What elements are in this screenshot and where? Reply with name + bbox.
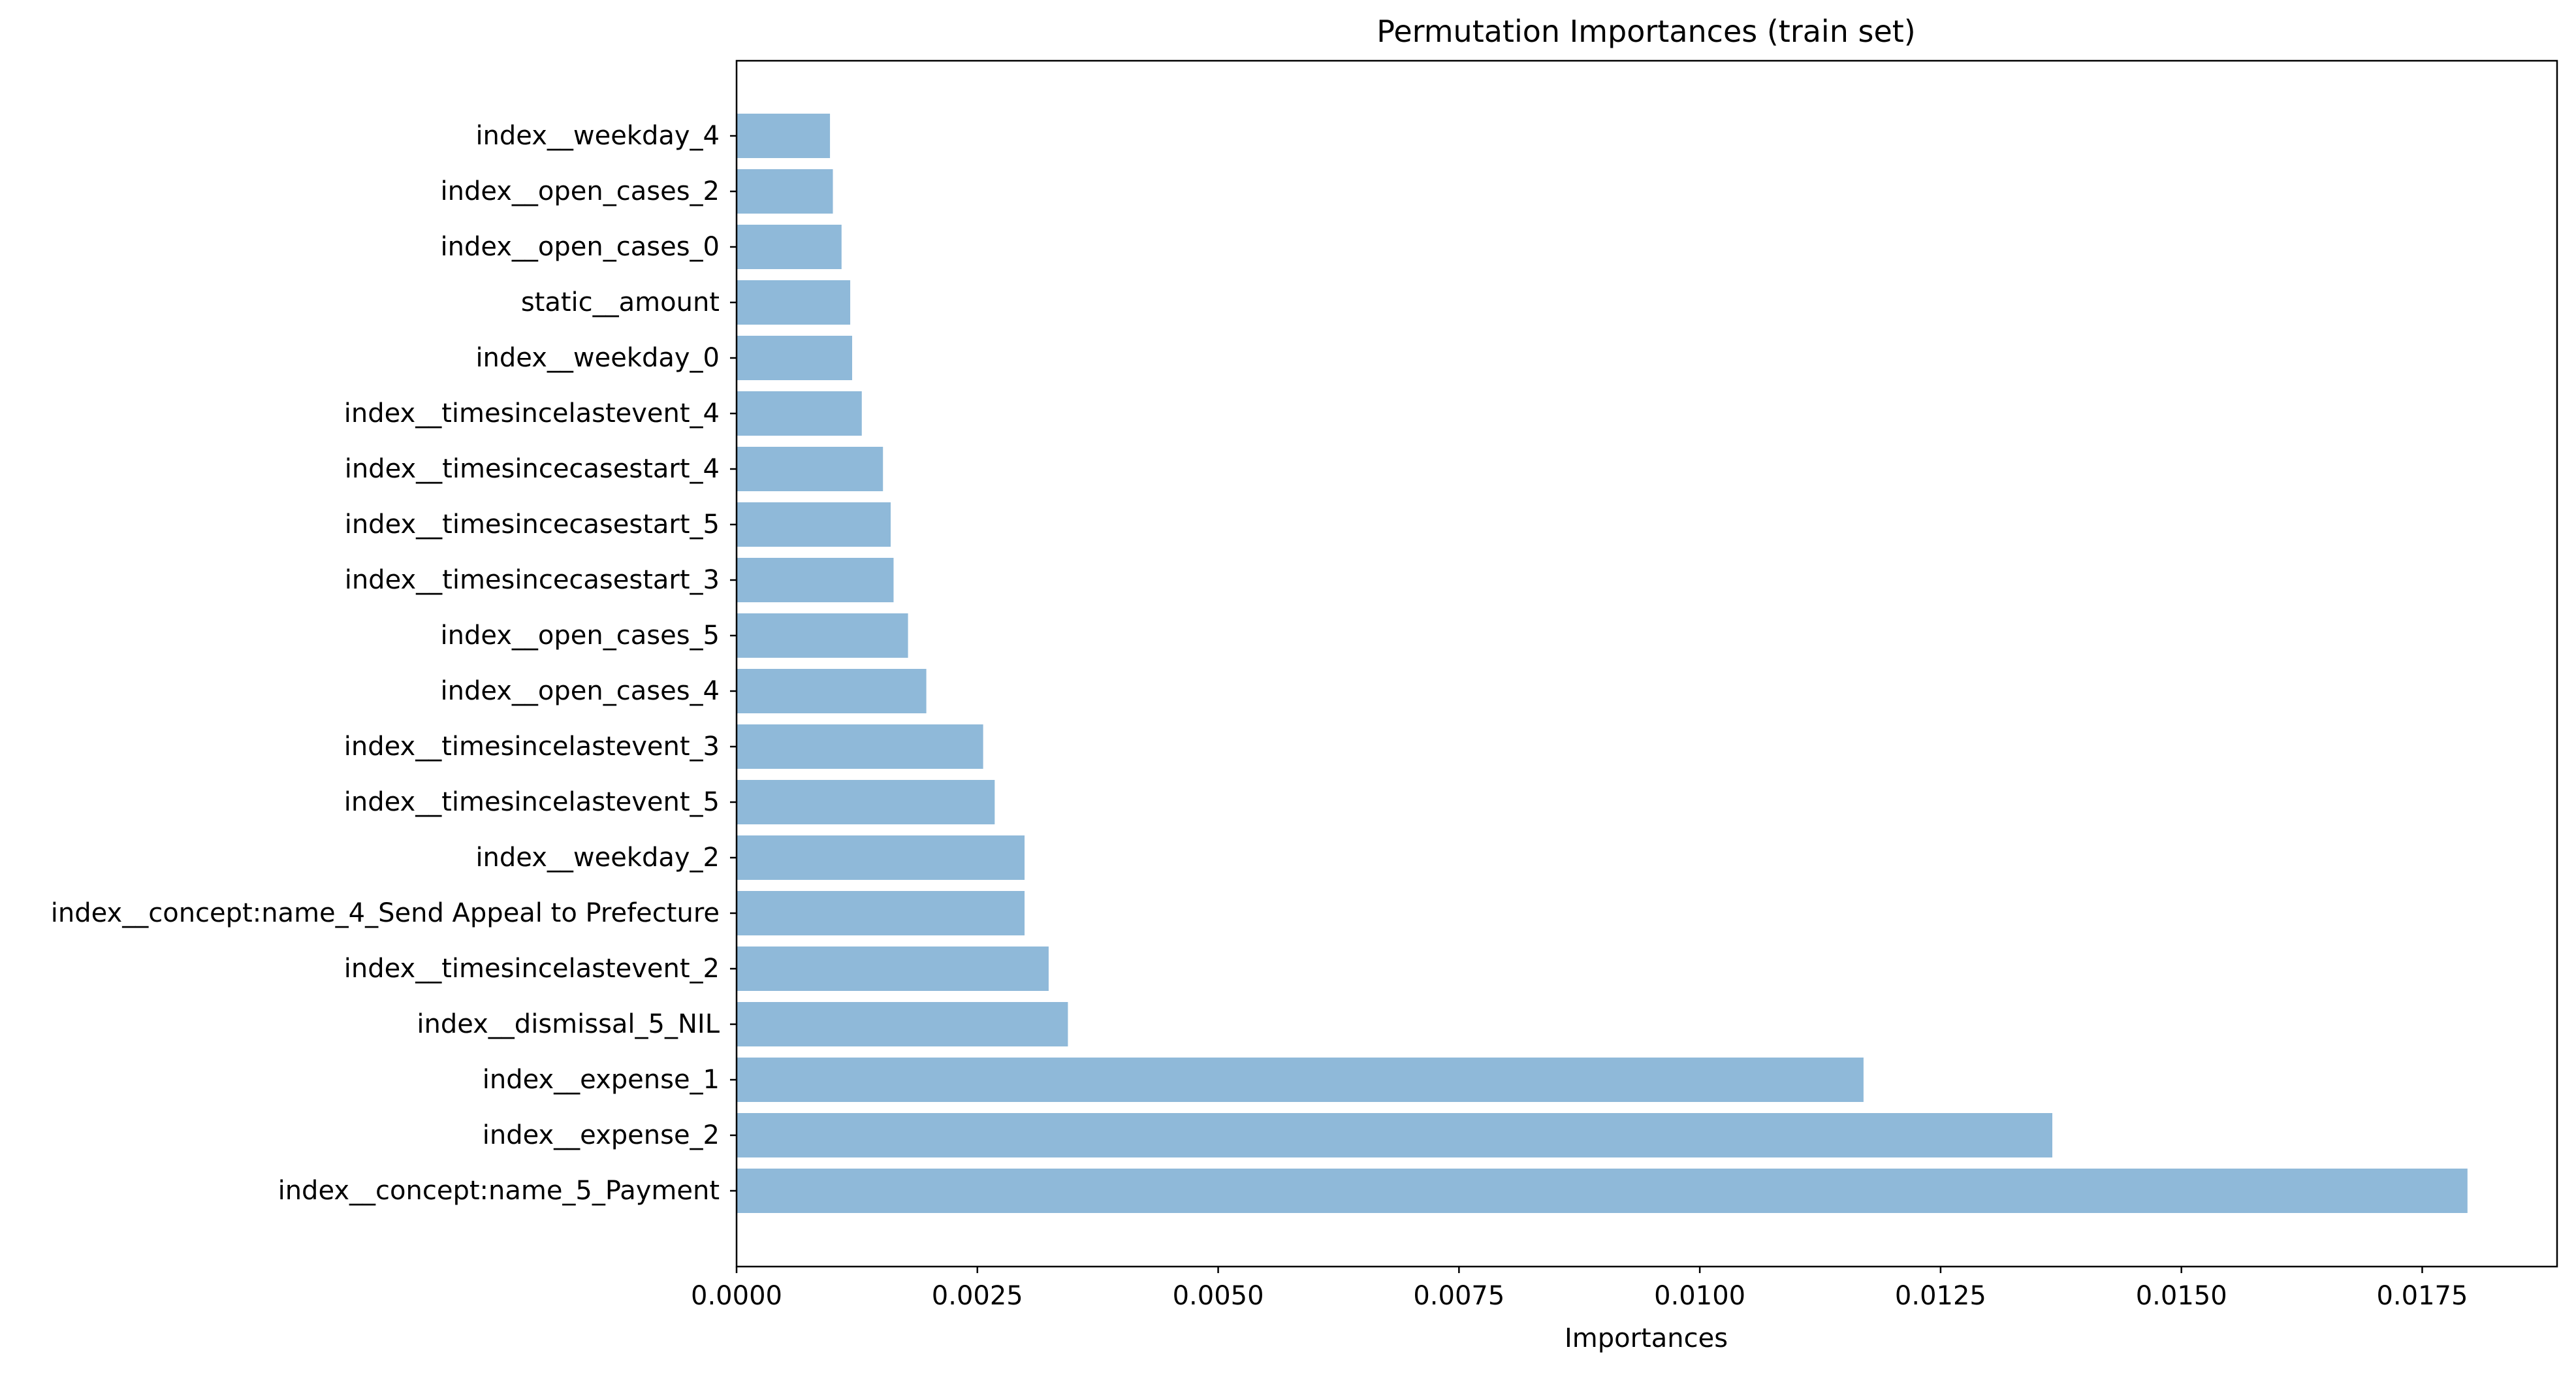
x-tick-label: 0.0050	[1173, 1281, 1264, 1311]
y-tick-label: index__timesincecasestart_3	[345, 565, 720, 595]
x-axis-label: Importances	[1565, 1323, 1728, 1353]
y-tick-label: static__amount	[521, 287, 720, 317]
y-tick-label: index__timesincecasestart_5	[345, 510, 720, 540]
bar	[737, 1113, 2053, 1157]
bar	[737, 447, 883, 491]
chart-title: Permutation Importances (train set)	[1376, 14, 1916, 49]
x-tick-label: 0.0075	[1413, 1281, 1504, 1311]
y-tick-label: index__dismissal_5_NIL	[417, 1009, 720, 1039]
y-tick-label: index__concept:name_5_Payment	[278, 1176, 720, 1206]
y-tick-label: index__concept:name_4_Send Appeal to Pre…	[51, 898, 720, 928]
bar	[737, 724, 983, 769]
y-tick-label: index__open_cases_5	[441, 621, 720, 651]
x-tick-label: 0.0025	[932, 1281, 1023, 1311]
y-tick-label: index__open_cases_0	[441, 232, 720, 262]
bar	[737, 391, 862, 436]
y-tick-label: index__open_cases_4	[441, 676, 720, 706]
bar	[737, 669, 927, 713]
y-tick-label: index__open_cases_2	[441, 176, 720, 206]
y-tick-label: index__timesincecasestart_4	[345, 454, 720, 484]
bar	[737, 1058, 1864, 1102]
x-tick-label: 0.0125	[1895, 1281, 1986, 1311]
bar	[737, 891, 1025, 935]
y-tick-label: index__expense_1	[483, 1065, 720, 1095]
y-tick-label: index__weekday_0	[475, 343, 720, 373]
y-tick-label: index__timesincelastevent_4	[344, 398, 720, 429]
bar	[737, 280, 851, 325]
y-tick-label: index__timesincelastevent_3	[344, 732, 720, 762]
bar	[737, 946, 1049, 991]
bar	[737, 613, 908, 658]
bar	[737, 558, 894, 602]
y-tick-label: index__weekday_4	[475, 121, 720, 151]
plot-frame	[735, 59, 2558, 1268]
bar	[737, 835, 1025, 880]
bar	[737, 225, 842, 269]
x-tick-label: 0.0000	[691, 1281, 782, 1311]
bar	[737, 1002, 1068, 1046]
y-tick-label: index__timesincelastevent_2	[344, 954, 720, 984]
bar	[737, 114, 831, 158]
x-tick-label: 0.0150	[2136, 1281, 2227, 1311]
y-tick-label: index__weekday_2	[475, 843, 720, 873]
bar	[737, 169, 833, 214]
y-tick-label: index__expense_2	[483, 1120, 720, 1150]
x-tick-label: 0.0175	[2376, 1281, 2468, 1311]
x-axis: 0.0000 0.0025 0.0050 0.0075 0.0100 0.0125 0.01…	[691, 1267, 2468, 1311]
bar	[737, 502, 891, 547]
bar	[737, 1169, 2468, 1213]
bar	[737, 336, 853, 380]
y-tick-label: index__timesincelastevent_5	[344, 787, 720, 817]
x-tick-label: 0.0100	[1654, 1281, 1745, 1311]
bar	[737, 780, 995, 824]
y-axis: index__weekday_4 index__open_cases_2index…	[51, 121, 737, 1206]
bars-layer	[737, 114, 2468, 1213]
